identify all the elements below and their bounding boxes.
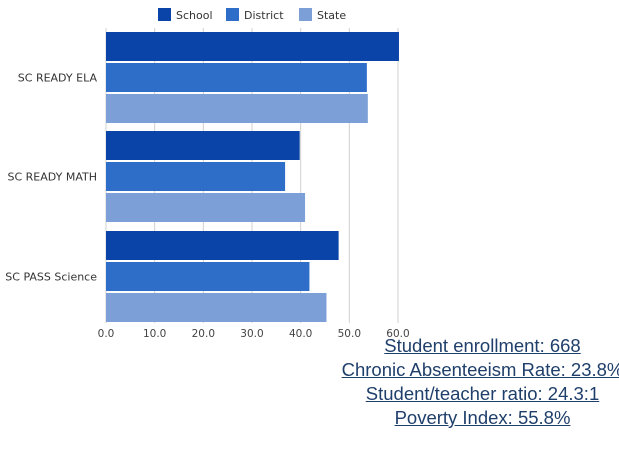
x-tick-label: 20.0 (192, 328, 215, 340)
legend-label-district: District (244, 9, 284, 22)
x-tick-label: 10.0 (143, 328, 166, 340)
legend-swatch-school (158, 8, 171, 21)
bar-district-2 (106, 262, 310, 291)
legend-label-school: School (176, 9, 213, 22)
absenteeism-stat[interactable]: Chronic Absenteeism Rate: 23.8% (341, 359, 619, 380)
legend: School District State (158, 8, 346, 22)
bar-state-1 (106, 193, 306, 222)
x-tick-label: 40.0 (289, 328, 312, 340)
category-label: SC READY MATH (7, 171, 97, 184)
bar-school-1 (106, 131, 300, 160)
category-label: SC PASS Science (5, 271, 97, 284)
category-label: SC READY ELA (18, 72, 98, 85)
x-tick-label: 60.0 (386, 328, 409, 340)
bar-district-0 (106, 63, 367, 92)
poverty-stat[interactable]: Poverty Index: 55.8% (394, 407, 571, 428)
school-stats: Student enrollment: 668 Chronic Absentee… (340, 334, 619, 430)
bar-state-2 (106, 293, 327, 322)
bar-district-1 (106, 162, 286, 191)
x-tick-label: 50.0 (338, 328, 361, 340)
legend-label-state: State (317, 9, 346, 22)
legend-swatch-state (299, 8, 312, 21)
x-tick-labels: 0.0 10.0 20.0 30.0 40.0 50.0 60.0 (98, 328, 410, 340)
x-tick-label: 0.0 (98, 328, 115, 340)
category-labels: SC READY ELA SC READY MATH SC PASS Science (5, 72, 97, 284)
enrollment-stat[interactable]: Student enrollment: 668 (384, 335, 581, 356)
x-tick-label: 30.0 (240, 328, 263, 340)
legend-swatch-district (226, 8, 239, 21)
bar-school-2 (106, 231, 339, 260)
bars (106, 32, 399, 322)
bar-school-0 (106, 32, 399, 61)
ratio-stat[interactable]: Student/teacher ratio: 24.3:1 (365, 383, 600, 404)
bar-state-0 (106, 94, 368, 123)
